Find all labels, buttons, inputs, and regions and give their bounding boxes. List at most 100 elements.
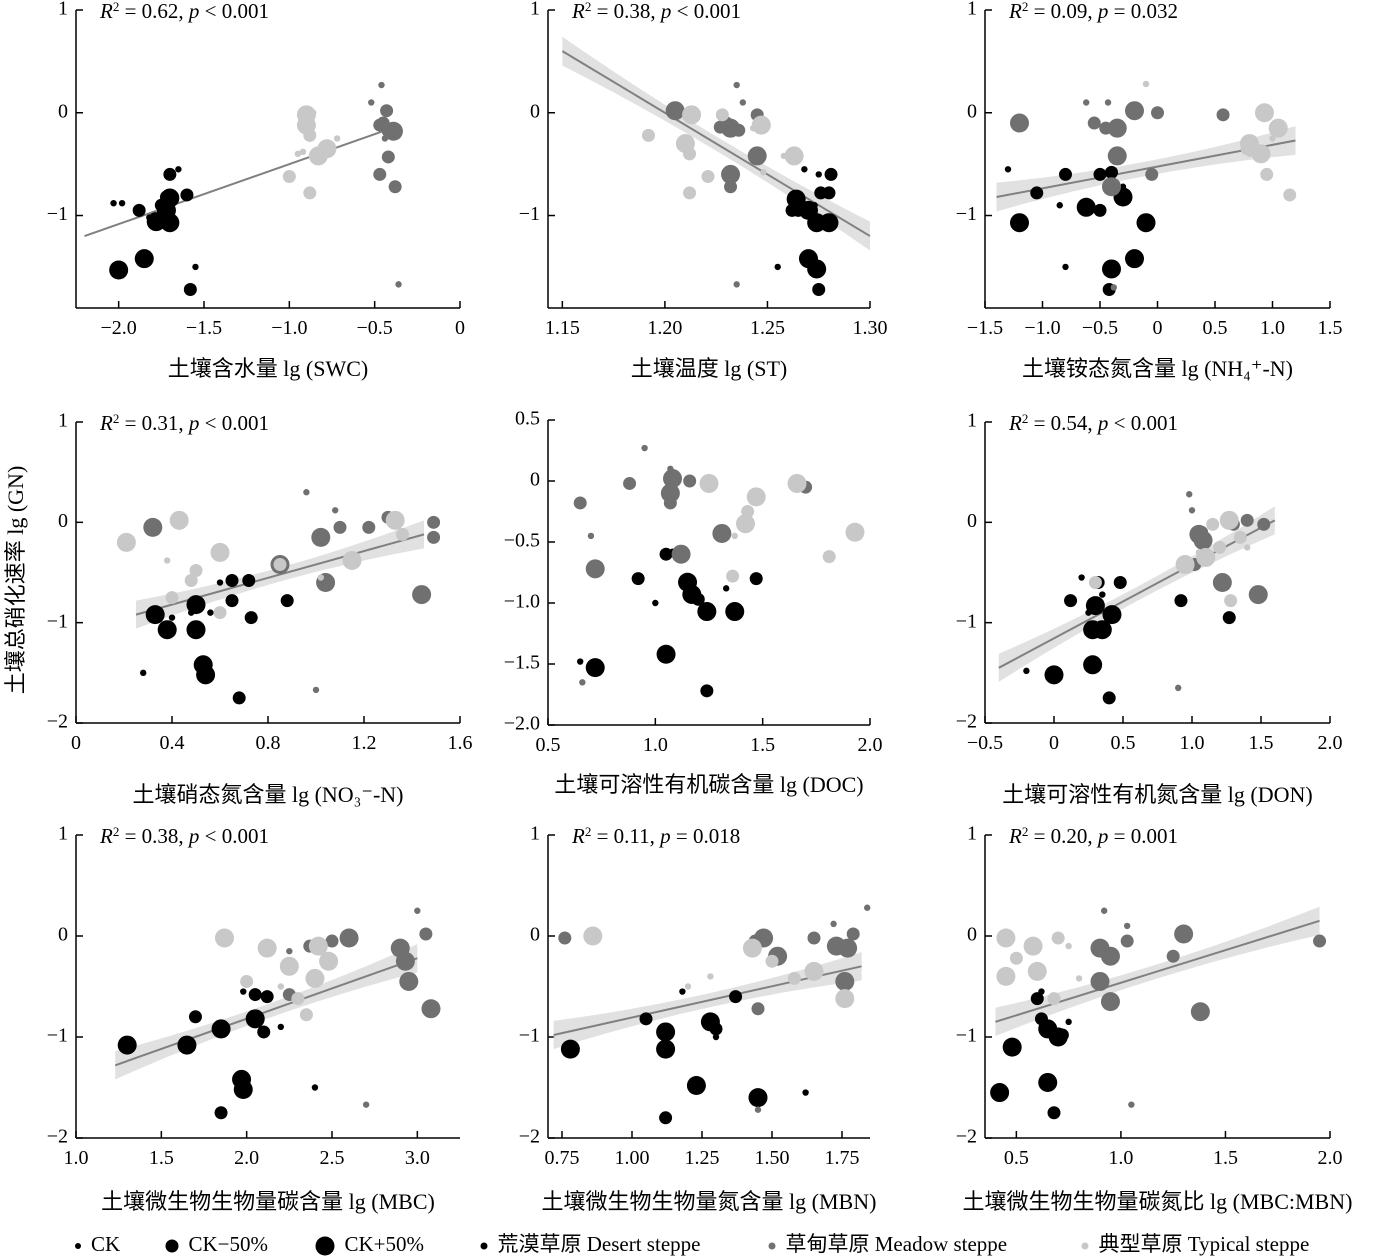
data-point-typical — [726, 569, 740, 583]
data-point-meadow — [143, 517, 163, 537]
y-tick-label: −2 — [519, 1126, 540, 1148]
data-point-meadow — [1087, 116, 1101, 130]
data-point-meadow — [1257, 517, 1271, 531]
data-point-typical — [1233, 530, 1247, 544]
r-squared-exponent: 2 — [113, 824, 120, 839]
data-point-desert — [109, 260, 129, 280]
data-point-meadow — [1083, 99, 1090, 106]
data-point-meadow — [1186, 491, 1193, 498]
data-point-desert — [1078, 574, 1085, 581]
data-point-desert — [311, 1084, 319, 1091]
data-point-desert — [207, 609, 214, 616]
data-point-typical — [735, 514, 755, 534]
regression-annotation: R2 = 0.20, p = 0.001 — [1008, 824, 1178, 849]
data-point-meadow — [419, 927, 433, 941]
data-point-typical — [1075, 975, 1083, 982]
data-point-meadow — [754, 1106, 762, 1113]
r-squared-exponent: 2 — [113, 411, 120, 426]
data-point-typical — [317, 574, 324, 581]
y-tick-label: −1.0 — [504, 591, 540, 613]
legend-label: CK−50% — [189, 1232, 269, 1256]
data-point-typical — [787, 971, 801, 985]
data-point-meadow — [1195, 525, 1209, 539]
data-point-meadow — [663, 496, 677, 510]
data-point-meadow — [1188, 507, 1196, 514]
data-point-desert — [1102, 691, 1116, 705]
data-point-typical — [165, 591, 179, 605]
data-point-meadow — [333, 520, 347, 534]
data-point-meadow — [623, 476, 637, 490]
x-tick-label: 0 — [1153, 317, 1163, 339]
data-point-typical — [116, 532, 136, 552]
data-point-meadow — [587, 532, 595, 540]
x-tick-label: 1.50 — [755, 1147, 790, 1169]
x-tick-label: 2.0 — [858, 734, 883, 756]
p-symbol: p — [187, 411, 200, 435]
data-point-meadow — [1123, 922, 1131, 930]
data-point-meadow — [1313, 934, 1327, 948]
r-squared-exponent: 2 — [585, 0, 592, 14]
data-point-meadow — [1100, 946, 1120, 966]
x-tick-label: 1.5 — [1213, 1147, 1238, 1169]
data-point-desert — [749, 572, 763, 586]
p-value: = 0.032 — [1108, 0, 1178, 23]
data-point-desert — [248, 988, 262, 1002]
x-tick-label: −1.0 — [1024, 317, 1060, 339]
legend-marker — [768, 1242, 776, 1250]
data-point-desert — [260, 990, 274, 1004]
data-point-typical — [1213, 540, 1227, 554]
data-point-meadow — [427, 515, 441, 529]
data-point-typical — [277, 983, 284, 990]
legend-item-treatment-ck-minus-50: CK−50% — [165, 1232, 269, 1256]
fit-line — [114, 957, 418, 1067]
x-tick-label: 0.5 — [536, 734, 561, 756]
data-point-typical — [184, 574, 198, 588]
data-point-typical — [213, 606, 227, 620]
x-tick-label: 0.5 — [1004, 1147, 1029, 1169]
data-point-meadow — [1125, 101, 1144, 121]
y-tick-label: −1.5 — [504, 652, 540, 674]
p-value: < 0.001 — [1108, 411, 1178, 435]
data-point-desert — [1038, 1072, 1058, 1092]
x-axis-label: 土壤微生物生物量碳氮比 lg (MBC:MBN) — [963, 1189, 1353, 1214]
data-point-desert — [1047, 1106, 1061, 1120]
data-point-meadow — [1212, 573, 1232, 593]
p-symbol: p — [1096, 0, 1109, 23]
r-squared-value: = 0.62, — [119, 0, 189, 23]
data-point-desert — [225, 594, 239, 608]
legend: CK CK−50% CK+50% 荒漠草原 Desert steppe 草甸草原 Mea… — [75, 1232, 1309, 1256]
data-point-meadow — [671, 544, 691, 564]
data-point-typical — [164, 557, 171, 564]
legend-marker — [315, 1236, 335, 1256]
data-point-meadow — [683, 474, 697, 488]
data-point-desert — [691, 592, 705, 606]
x-tick-label: 1.0 — [64, 1147, 89, 1169]
data-point-meadow — [838, 938, 858, 958]
data-point-desert — [145, 605, 165, 625]
data-point-desert — [1093, 167, 1107, 181]
data-point-typical — [1142, 80, 1150, 88]
data-point-meadow — [663, 469, 683, 489]
data-point-meadow — [1190, 1002, 1210, 1022]
data-point-desert — [1056, 202, 1063, 209]
x-tick-label: 0.4 — [160, 732, 185, 754]
data-point-desert — [822, 186, 836, 200]
r-squared-value: = 0.11, — [591, 824, 660, 848]
y-tick-label: 1 — [58, 0, 68, 20]
y-tick-label: 0 — [58, 100, 68, 122]
data-point-meadow — [665, 101, 685, 121]
r-squared-value: = 0.54, — [1028, 411, 1098, 435]
legend-label: CK+50% — [345, 1232, 425, 1256]
data-point-meadow — [1099, 121, 1113, 135]
y-tick-label: 1 — [58, 823, 68, 845]
data-point-desert — [257, 1025, 271, 1039]
x-tick-label: 0.5 — [1111, 732, 1136, 754]
data-point-typical — [189, 563, 203, 577]
legend-label: 荒漠草原 Desert steppe — [498, 1232, 701, 1256]
data-point-desert — [656, 1022, 676, 1042]
y-tick-label: −2 — [47, 1126, 68, 1148]
chart-panel-9: 1 0 −1 −2 0.5 1.0 1.5 2.0 土壤微生物生物量碳氮比 lg (MBC:MB… — [956, 823, 1353, 1214]
data-point-meadow — [395, 281, 402, 288]
data-point-typical — [742, 514, 749, 521]
